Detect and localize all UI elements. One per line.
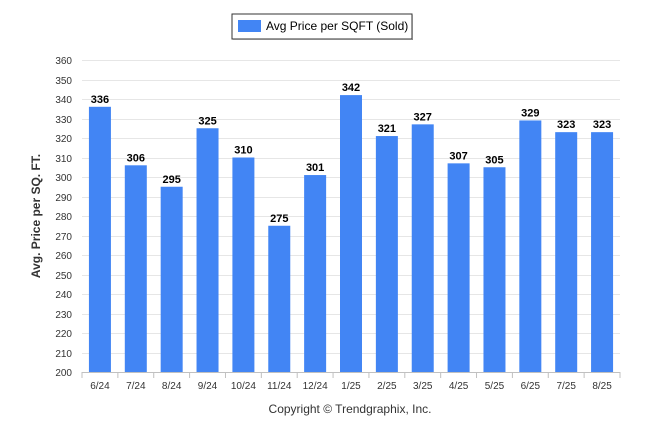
x-tick-label: 3/25 [413,381,433,392]
x-tick-label: 10/24 [231,381,256,392]
y-tick-label: 230 [55,310,72,321]
y-tick-label: 320 [55,134,72,145]
data-label: 325 [198,115,216,127]
bar [268,225,291,372]
data-label: 306 [127,152,145,164]
bar [519,120,542,372]
data-label: 310 [234,145,252,157]
data-label: 307 [449,150,467,162]
data-label: 323 [557,119,575,131]
y-tick-label: 220 [55,329,72,340]
bars [88,95,614,373]
data-label: 323 [593,119,611,131]
copyright-text: Copyright © Trendgraphix, Inc. [269,402,432,416]
data-label: 321 [378,123,396,135]
x-tick-label: 7/25 [556,381,576,392]
y-tick-labels: 200 210 220 230 240 250 260 270 280 290 300 310 320 3… [55,56,72,379]
data-label: 295 [162,174,180,186]
y-tick-label: 210 [55,349,72,360]
data-label: 327 [414,111,432,123]
y-tick-label: 280 [55,212,72,223]
bar [232,157,255,372]
y-tick-label: 330 [55,115,72,126]
bar [375,136,398,372]
y-tick-label: 260 [55,251,72,262]
y-tick-label: 200 [55,368,72,379]
x-tick-label: 8/24 [162,381,182,392]
bar [304,175,327,372]
data-label: 305 [485,154,503,166]
x-tick-label: 11/24 [267,381,292,392]
x-tick-label: 6/24 [90,381,110,392]
legend-swatch [238,20,261,32]
y-tick-label: 340 [55,95,72,106]
y-tick-label: 240 [55,290,72,301]
data-label: 342 [342,82,360,94]
axes [81,372,621,378]
y-axis-title: Avg. Price per SQ. FT. [29,154,43,278]
bar [411,124,434,372]
data-label: 275 [270,213,288,225]
x-tick-label: 6/25 [521,381,541,392]
x-tick-label: 9/24 [198,381,218,392]
data-label: 301 [306,162,324,174]
x-tick-label: 1/25 [341,381,361,392]
x-tick-label: 8/25 [592,381,612,392]
y-tick-label: 270 [55,232,72,243]
bar [124,165,147,372]
bar [483,167,506,372]
legend[interactable]: Avg Price per SQFT (Sold) [231,13,413,40]
data-labels: 336 306 295 325 310 275 301 342 321 327 307 305 329 3… [91,82,611,225]
bar [591,132,614,372]
data-label: 329 [521,107,539,119]
bar [340,95,362,372]
y-tick-label: 300 [55,173,72,184]
data-label: 336 [91,94,109,106]
y-tick-label: 360 [55,56,72,67]
legend-label: Avg Price per SQFT (Sold) [266,19,408,33]
x-tick-label: 5/25 [485,381,505,392]
y-tick-label: 310 [55,154,72,165]
y-tick-label: 290 [55,193,72,204]
bar [88,106,111,373]
bar [160,186,183,372]
x-tick-labels: 6/24 7/24 8/24 9/24 10/24 11/24 12/24 1/25 2/25 3… [90,381,612,392]
y-tick-label: 350 [55,76,72,87]
x-tick-label: 7/24 [126,381,146,392]
bar [196,128,219,372]
x-tick-label: 2/25 [377,381,397,392]
x-tick-label: 12/24 [303,381,328,392]
bar [555,132,578,372]
y-tick-label: 250 [55,271,72,282]
x-tick-label: 4/25 [449,381,469,392]
bar [447,163,470,372]
legend-box [231,13,413,40]
